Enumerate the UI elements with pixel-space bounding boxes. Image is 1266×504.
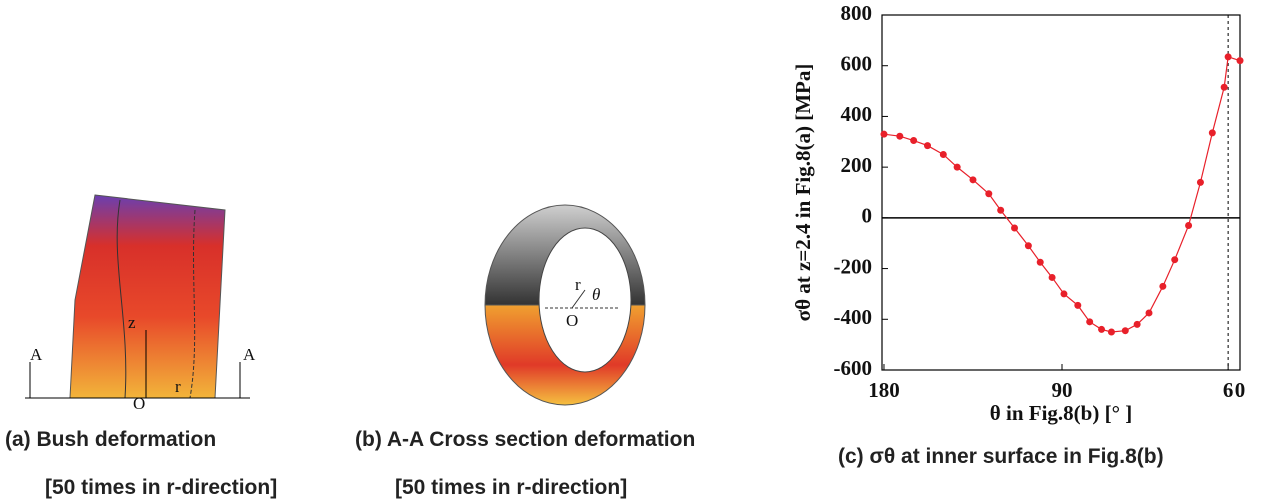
data-point — [1225, 53, 1232, 60]
data-point — [1098, 326, 1105, 333]
y-tick-label: 400 — [841, 102, 873, 126]
y-axis-label: σθ at z=2.4 in Fig.8(a) [MPa] — [791, 64, 815, 322]
x-tick-label: 0 — [1235, 378, 1246, 402]
series-line — [884, 57, 1240, 332]
data-point — [1011, 225, 1018, 232]
image-label: z — [128, 313, 136, 332]
data-point — [1171, 256, 1178, 263]
data-point — [1159, 283, 1166, 290]
image-label: r — [575, 275, 581, 294]
data-point — [1134, 321, 1141, 328]
image-label: O — [133, 394, 145, 413]
y-tick-label: 600 — [841, 52, 873, 76]
image-label: O — [566, 311, 578, 330]
data-point — [1237, 57, 1244, 64]
x-tick-label: 6 — [1223, 378, 1234, 402]
data-point — [880, 131, 887, 138]
data-point — [1185, 222, 1192, 229]
data-point — [985, 190, 992, 197]
x-tick-label: 90 — [1051, 378, 1072, 402]
caption-note: [50 times in r-direction] — [395, 476, 627, 499]
data-point — [1086, 318, 1093, 325]
data-point — [1025, 242, 1032, 249]
plot-frame — [882, 15, 1240, 370]
caption: (a) Bush deformation — [5, 428, 216, 451]
caption: (b) A-A Cross section deformation — [355, 428, 695, 451]
data-point — [1221, 84, 1228, 91]
figure: A A z O r r θ O (a) Bush deformation [50… — [0, 0, 1266, 504]
data-point — [997, 207, 1004, 214]
y-tick-label: -400 — [834, 305, 873, 329]
data-point — [1037, 259, 1044, 266]
data-point — [1197, 179, 1204, 186]
caption: (c) σθ at inner surface in Fig.8(b) — [838, 445, 1164, 468]
y-tick-label: 800 — [841, 1, 873, 25]
data-point — [1060, 290, 1067, 297]
data-point — [1108, 328, 1115, 335]
caption-note: [50 times in r-direction] — [45, 476, 277, 499]
data-point — [924, 142, 931, 149]
data-point — [1146, 309, 1153, 316]
data-point — [1209, 129, 1216, 136]
data-point — [969, 176, 976, 183]
data-point — [1122, 327, 1129, 334]
y-tick-label: -600 — [834, 356, 873, 380]
image-label: θ — [592, 285, 600, 304]
data-point — [954, 164, 961, 171]
y-tick-label: 200 — [841, 153, 873, 177]
y-tick-label: 0 — [862, 204, 873, 228]
image-label: A — [30, 345, 43, 364]
data-point — [940, 151, 947, 158]
y-tick-label: -200 — [834, 254, 873, 278]
image-label: r — [175, 377, 181, 396]
image-label: A — [243, 345, 256, 364]
data-point — [1049, 274, 1056, 281]
x-axis-label: θ in Fig.8(b) [° ] — [990, 401, 1132, 425]
x-tick-label: 180 — [868, 378, 900, 402]
data-point — [1074, 302, 1081, 309]
cross-section-image: r θ O — [485, 205, 645, 405]
data-point — [896, 133, 903, 140]
bush-image: A A z O r — [25, 195, 256, 413]
data-point — [910, 137, 917, 144]
